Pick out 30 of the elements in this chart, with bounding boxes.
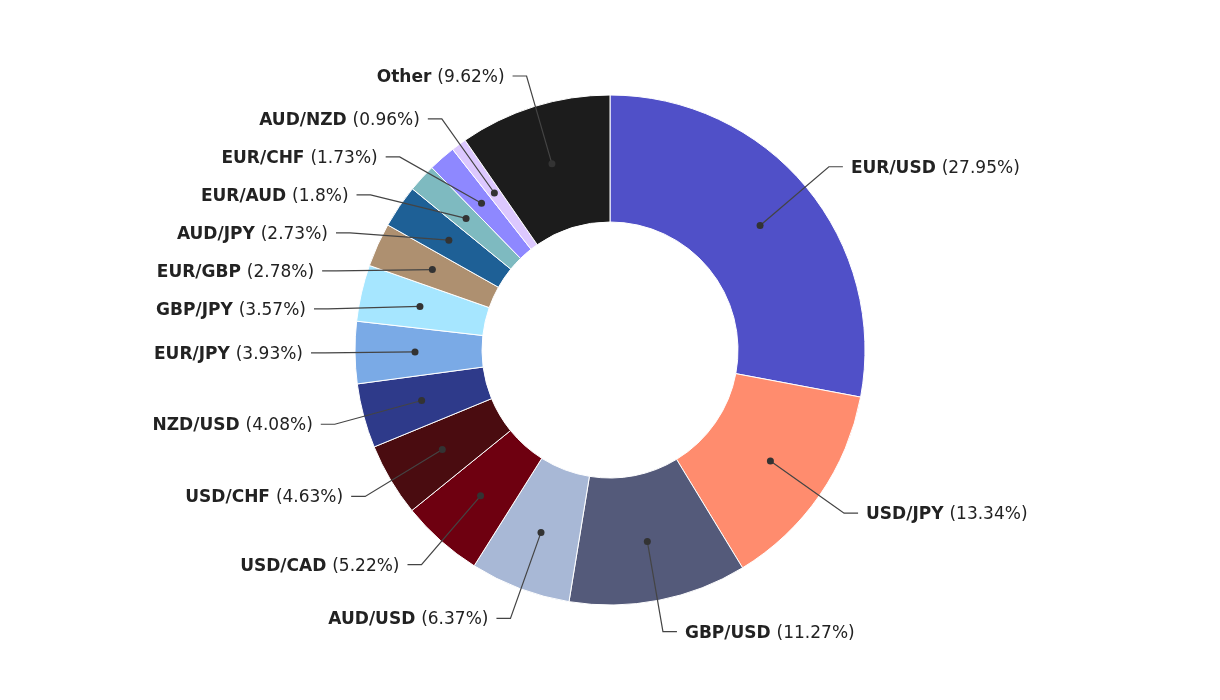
slice-label: EUR/CHF (221, 146, 311, 167)
data-label: (2.78%) (246, 260, 315, 281)
data-label: (9.62%) (437, 65, 505, 86)
slice-label: Other (376, 65, 438, 86)
slice-label: AUD/NZD (259, 108, 353, 129)
slice-label: EUR/USD (850, 156, 942, 177)
slice-label: NZD/USD (152, 414, 246, 435)
slice-label: USD/CAD (240, 554, 333, 575)
slice-label: USD/CHF (185, 486, 276, 507)
slice-label: GBP/JPY (156, 298, 239, 319)
slice-label: EUR/JPY (154, 342, 236, 363)
slice-label: AUD/JPY (176, 222, 261, 243)
data-label: (4.08%) (245, 414, 313, 435)
data-label: (1.73%) (310, 146, 378, 167)
data-label: (0.96%) (352, 108, 420, 129)
data-label: (3.57%) (238, 298, 306, 319)
data-label: (27.95%) (941, 156, 1020, 177)
slice-label: USD/JPY (866, 503, 950, 524)
slice-label: EUR/GBP (156, 260, 247, 281)
data-label: (13.34%) (949, 503, 1028, 524)
data-label: (4.63%) (275, 486, 344, 507)
data-label: (3.93%) (235, 342, 304, 363)
slice-label: GBP/USD (684, 621, 777, 642)
slice-label: AUD/USD (328, 608, 422, 629)
slice-label: EUR/AUD (200, 184, 293, 205)
data-label: (5.22%) (332, 554, 400, 575)
data-label: (6.37%) (421, 608, 489, 629)
data-label: (1.8%) (292, 184, 349, 205)
data-label: (2.73%) (260, 222, 328, 243)
data-label: (11.27%) (776, 621, 855, 642)
